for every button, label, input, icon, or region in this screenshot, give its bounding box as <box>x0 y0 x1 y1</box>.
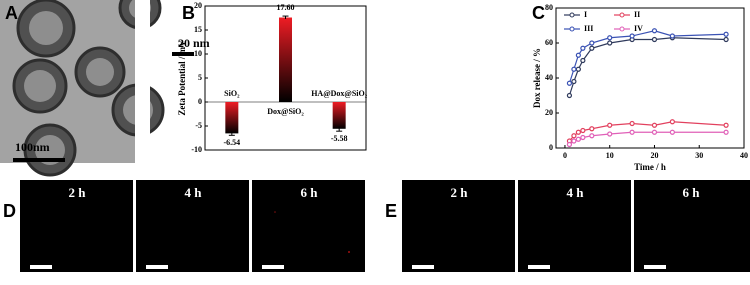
panel-label: D <box>3 201 16 221</box>
data-point <box>589 126 595 132</box>
category-label: Dox@SiO₂ <box>267 107 304 116</box>
data-point <box>651 122 658 128</box>
y-tick-label: 0 <box>198 97 202 106</box>
legend-marker <box>619 12 625 18</box>
data-point <box>607 40 613 46</box>
data-point <box>723 31 729 37</box>
scale-label: 100nm <box>15 140 50 154</box>
data-point <box>607 122 613 128</box>
fluorescence-images <box>20 180 750 272</box>
tem-image <box>0 0 194 177</box>
data-point <box>575 136 581 142</box>
y-tick-label: -5 <box>195 121 202 130</box>
data-point <box>566 92 573 99</box>
data-point <box>575 129 581 135</box>
value-label: -6.54 <box>223 138 240 147</box>
bar <box>279 17 292 102</box>
series-line <box>568 121 727 142</box>
data-point <box>607 35 613 41</box>
data-point <box>651 129 658 135</box>
y-tick-label: 0 <box>549 143 553 152</box>
value-label: -5.58 <box>331 134 348 143</box>
data-point <box>629 33 635 39</box>
data-point <box>629 129 635 135</box>
data-point <box>566 141 573 148</box>
time-label: 6 h <box>301 185 319 200</box>
data-point <box>589 40 595 46</box>
category-label: HA@Dox@SiO₂ <box>311 89 368 98</box>
x-tick-label: 0 <box>563 151 567 160</box>
bar <box>332 102 346 129</box>
y-tick-label: 15 <box>194 25 202 34</box>
series-line <box>568 30 727 84</box>
y-tick-label: 5 <box>198 73 202 82</box>
data-point <box>580 134 586 141</box>
value-label: 17.60 <box>277 3 295 12</box>
data-point <box>571 133 577 139</box>
x-axis-label: Time / h <box>634 162 666 172</box>
time-label: 6 h <box>683 185 701 200</box>
series-line <box>568 37 727 96</box>
data-point <box>575 52 581 58</box>
legend-label: IV <box>634 24 643 33</box>
legend-label: II <box>634 10 640 19</box>
bar <box>225 102 239 134</box>
panel-label: E <box>385 201 397 221</box>
panel-label: C <box>532 3 545 23</box>
data-point <box>669 33 675 39</box>
panel-label: B <box>182 3 195 23</box>
time-label: 4 h <box>185 185 203 200</box>
y-tick-label: 80 <box>545 3 553 12</box>
panel-label: A <box>5 3 18 23</box>
y-tick-label: -10 <box>191 145 202 154</box>
time-label: 2 h <box>69 185 87 200</box>
y-axis-label: Zeta Potential / mV <box>177 40 187 116</box>
y-tick-label: 60 <box>545 38 553 47</box>
data-point <box>566 80 573 86</box>
data-point <box>723 36 729 43</box>
data-point <box>651 36 658 43</box>
data-point <box>669 119 675 125</box>
data-point <box>571 78 577 85</box>
scale-label: 20 nm <box>178 36 210 50</box>
category-label: SiO₂ <box>224 89 240 98</box>
y-axis-label: Dox release / % <box>532 48 542 108</box>
data-point <box>589 45 595 51</box>
data-point <box>575 66 581 72</box>
x-tick-label: 10 <box>606 151 614 160</box>
data-point <box>723 129 729 135</box>
data-point <box>580 57 586 64</box>
data-point <box>580 45 586 51</box>
y-tick-label: 20 <box>194 1 202 10</box>
data-point <box>571 66 577 72</box>
x-tick-label: 40 <box>740 151 748 160</box>
legend-label: I <box>584 10 587 19</box>
data-point <box>723 122 729 128</box>
time-label: 2 h <box>451 185 469 200</box>
data-point <box>607 131 613 137</box>
data-point <box>651 28 658 34</box>
data-point <box>571 138 577 144</box>
y-tick-label: 20 <box>545 108 553 117</box>
time-label: 4 h <box>567 185 585 200</box>
data-point <box>580 127 586 134</box>
x-tick-label: 20 <box>650 151 658 160</box>
legend-marker <box>619 26 625 32</box>
data-point <box>589 133 595 139</box>
legend-label: III <box>584 24 593 33</box>
data-point <box>669 129 675 135</box>
legend-marker <box>569 26 575 32</box>
data-point <box>629 120 635 127</box>
legend-marker <box>569 12 575 18</box>
x-tick-label: 30 <box>695 151 703 160</box>
y-tick-label: 40 <box>545 73 553 82</box>
y-tick-label: 10 <box>194 49 202 58</box>
scale-bars <box>30 265 666 269</box>
